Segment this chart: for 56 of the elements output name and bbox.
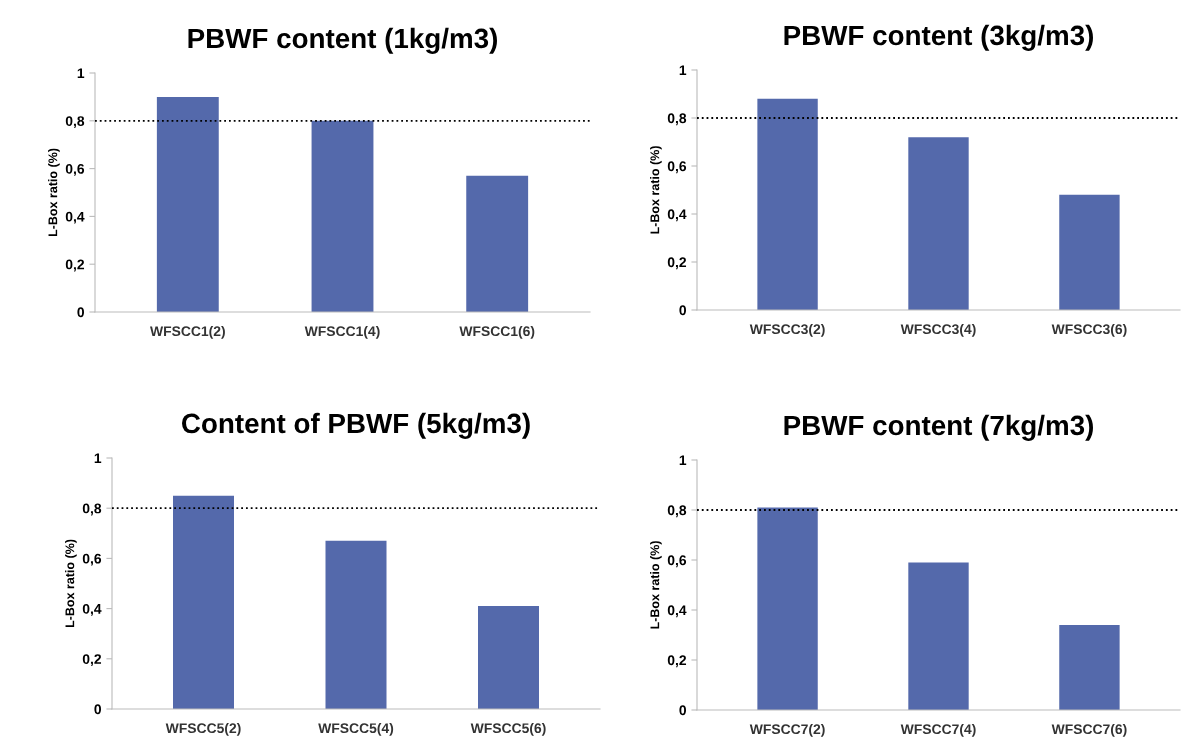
y-tick-label: 0,2 xyxy=(65,259,85,272)
x-tick-label: WFSCC5(4) xyxy=(318,722,394,736)
y-tick-label: 0,4 xyxy=(65,211,85,224)
y-tick-label: 0,4 xyxy=(667,605,687,618)
bar xyxy=(757,98,818,310)
bar xyxy=(908,562,969,710)
y-tick-label: 0,4 xyxy=(82,603,102,616)
y-tick-label: 1 xyxy=(77,68,85,79)
y-axis-title: L-Box ratio (%) xyxy=(650,146,662,234)
y-tick-label: 0,4 xyxy=(667,209,687,222)
x-tick-label: WFSCC7(4) xyxy=(900,723,976,737)
y-tick-label: 0,8 xyxy=(65,116,85,128)
y-axis-title: L-Box ratio (%) xyxy=(48,148,60,237)
x-tick-label: WFSCC7(2) xyxy=(749,723,825,737)
bar xyxy=(478,606,539,709)
y-tick-label: 0,8 xyxy=(667,113,687,126)
chart-title: PBWF content (7kg/m3) xyxy=(784,414,1093,441)
y-tick-label: 0 xyxy=(679,705,687,716)
y-tick-label: 1 xyxy=(94,453,102,464)
y-axis-title: L-Box ratio (%) xyxy=(65,539,77,628)
bar xyxy=(1059,625,1120,710)
y-tick-label: 1 xyxy=(679,65,687,76)
bar xyxy=(1059,194,1120,310)
y-tick-label: 0,2 xyxy=(82,654,102,666)
y-tick-label: 0,2 xyxy=(667,257,687,270)
y-tick-label: 0,2 xyxy=(667,655,687,668)
x-tick-label: WFSCC1(4) xyxy=(304,325,380,339)
bar xyxy=(325,540,387,709)
x-tick-label: WFSCC3(4) xyxy=(900,323,976,337)
y-tick-label: 0,6 xyxy=(65,163,85,176)
chart-title: PBWF content (1kg/m3) xyxy=(188,27,497,54)
bar xyxy=(466,175,529,312)
y-tick-label: 0,6 xyxy=(82,553,102,566)
x-tick-label: WFSCC1(6) xyxy=(459,325,535,339)
y-tick-label: 0 xyxy=(679,305,687,316)
bar xyxy=(757,507,818,710)
bar xyxy=(311,120,374,312)
x-tick-label: WFSCC3(2) xyxy=(749,323,825,337)
y-axis-title: L-Box ratio (%) xyxy=(650,541,662,629)
y-tick-label: 0 xyxy=(77,307,85,318)
x-tick-label: WFSCC7(6) xyxy=(1051,723,1127,737)
bar xyxy=(156,96,219,312)
x-tick-label: WFSCC5(2) xyxy=(165,722,241,736)
y-tick-label: 1 xyxy=(679,455,687,466)
y-tick-label: 0,8 xyxy=(82,503,102,516)
bar xyxy=(908,137,969,310)
y-tick-label: 0,8 xyxy=(667,505,687,518)
y-tick-label: 0,6 xyxy=(667,555,687,568)
x-tick-label: WFSCC3(6) xyxy=(1051,323,1127,337)
x-tick-label: WFSCC5(6) xyxy=(470,722,546,736)
chart-title: PBWF content (3kg/m3) xyxy=(784,24,1093,51)
chart-title: Content of PBWF (5kg/m3) xyxy=(182,412,530,439)
bar xyxy=(173,495,234,709)
x-tick-label: WFSCC1(2) xyxy=(150,325,225,339)
y-tick-label: 0,6 xyxy=(667,161,687,174)
y-tick-label: 0 xyxy=(94,704,102,715)
